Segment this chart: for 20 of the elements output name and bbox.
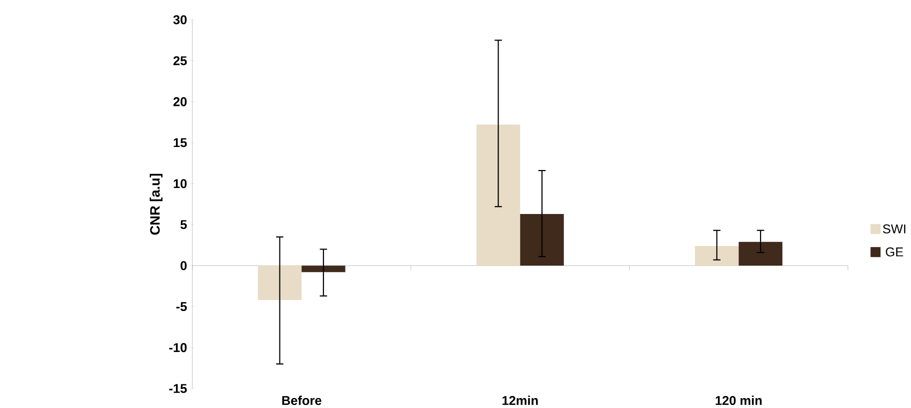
y-tick-label: 25 [173, 56, 187, 66]
y-tick-label: 15 [174, 138, 187, 148]
y-tick-label: -10 [169, 343, 187, 352]
bar [694, 246, 739, 266]
legend-label: GE [886, 247, 904, 256]
x-tick-label: Before [282, 396, 322, 405]
bar [302, 266, 346, 272]
bar [738, 242, 782, 266]
y-tick-label: -5 [176, 302, 187, 312]
legend-label: SWI [882, 224, 906, 234]
y-tick-label: 5 [180, 220, 187, 230]
x-tick-label: 120 min [716, 396, 762, 405]
y-axis-title: CNR [a.u] [150, 174, 162, 235]
y-tick-label: 0 [180, 261, 187, 270]
x-tick-label: 12min [502, 396, 538, 405]
y-tick-label: 30 [173, 15, 187, 24]
y-tick-label: 10 [174, 179, 187, 188]
bar [258, 266, 302, 300]
y-tick-label: 20 [173, 97, 187, 106]
y-tick-label: -15 [169, 384, 187, 393]
